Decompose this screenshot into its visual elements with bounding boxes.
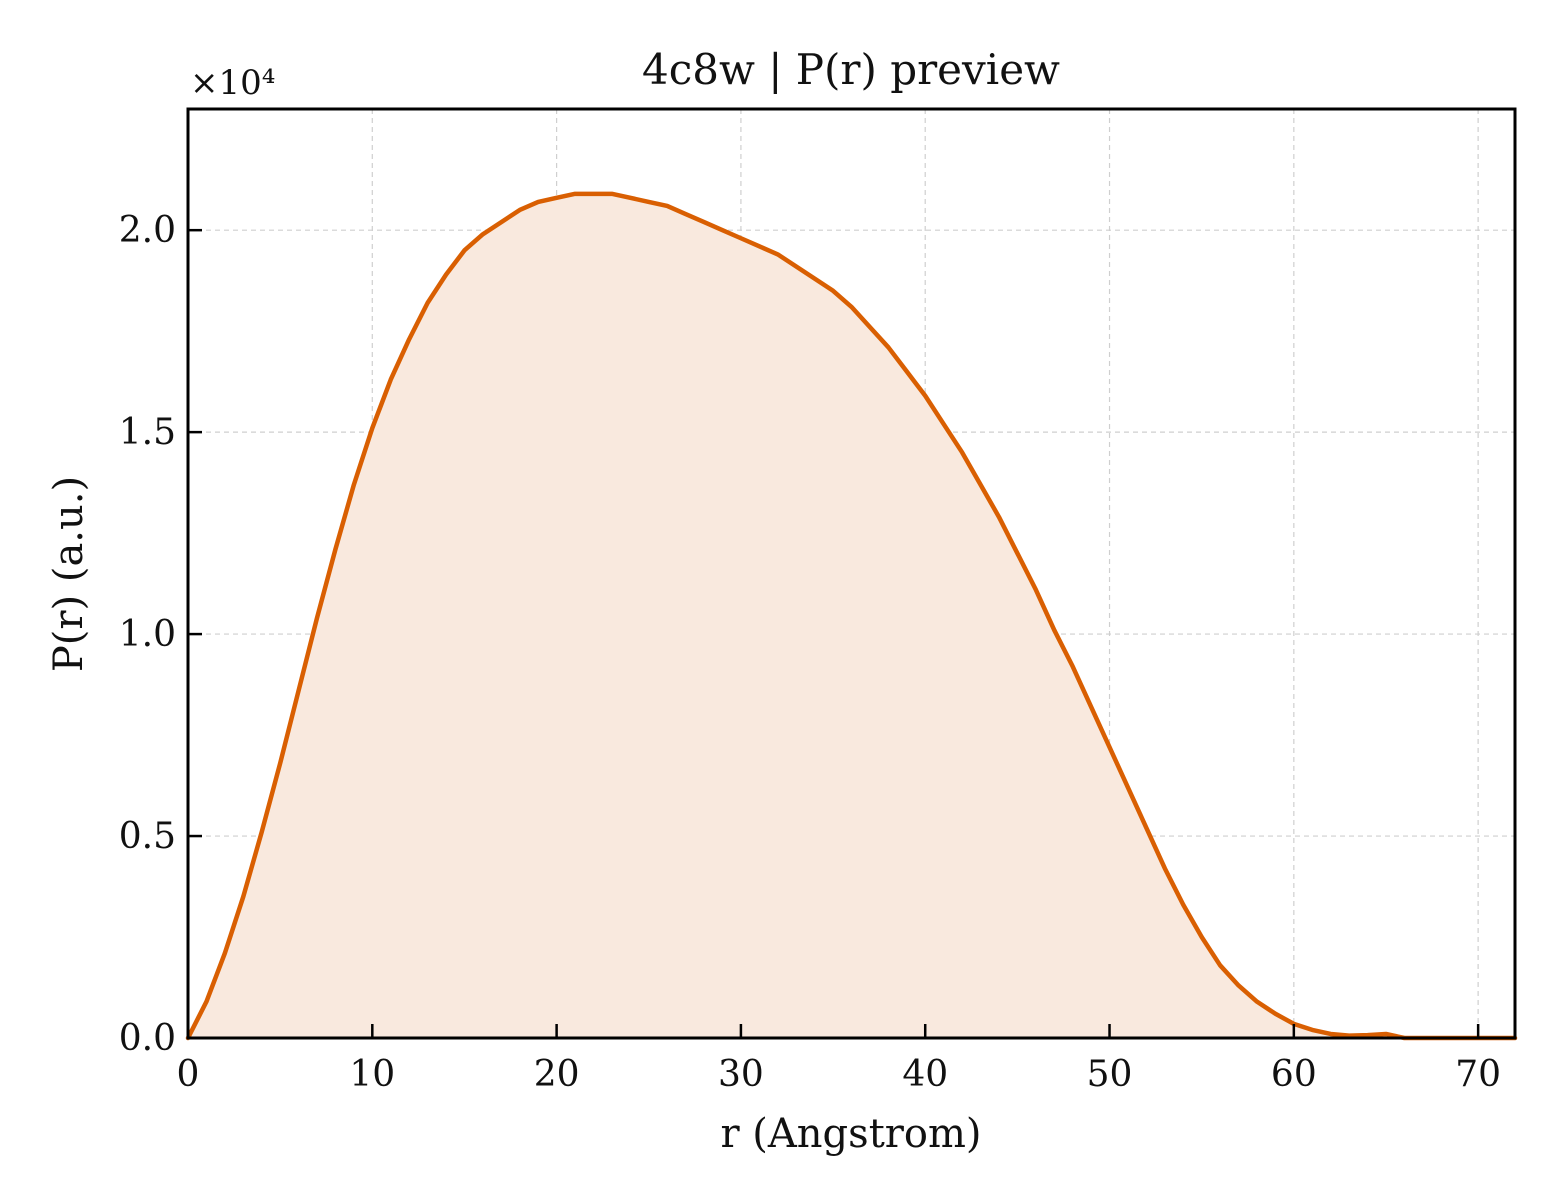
x-tick-label: 50	[1087, 1054, 1133, 1095]
x-tick-label: 70	[1455, 1054, 1501, 1095]
series-line	[185, 191, 1518, 1041]
x-tick-label: 20	[534, 1054, 580, 1095]
x-axis-label: r (Angstrom)	[720, 1111, 981, 1157]
plot-frame	[186, 107, 1517, 1040]
y-tick-label: 2.0	[119, 210, 176, 251]
axes-layer: 0 10 20 30 40 50 60 70 0.0 0.5 1.0 1.5 2.0	[119, 107, 1517, 1095]
y-offset-label: ×10⁴	[190, 63, 275, 103]
y-axis-label: P(r) (a.u.)	[46, 476, 92, 672]
area-fill	[188, 193, 1515, 1038]
series-layer	[185, 191, 1518, 1041]
y-tick-label: 0.0	[119, 1018, 176, 1059]
x-tick-label: 10	[349, 1054, 395, 1095]
y-tick-label: 0.5	[119, 816, 176, 857]
x-tick-label: 30	[718, 1054, 764, 1095]
y-tick-label: 1.5	[119, 412, 176, 453]
x-tick-label: 0	[177, 1054, 200, 1095]
x-tick-label: 60	[1271, 1054, 1317, 1095]
chart-title: 4c8w | P(r) preview	[642, 45, 1060, 94]
x-tick-label: 40	[902, 1054, 948, 1095]
y-tick-label: 1.0	[119, 614, 176, 655]
